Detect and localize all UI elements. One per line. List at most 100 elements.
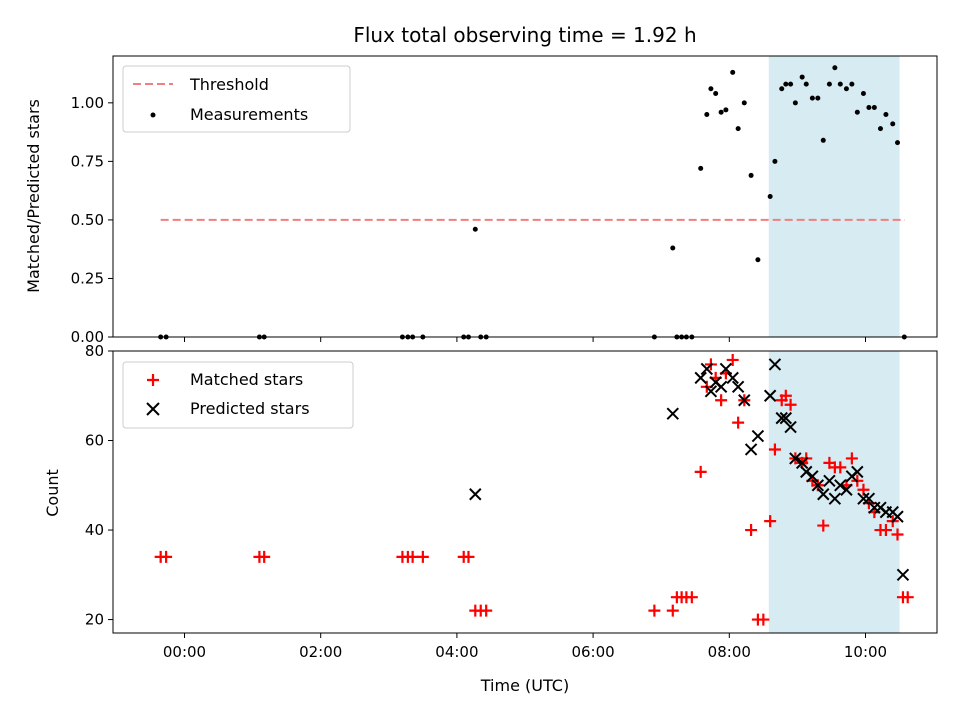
measurement-point — [748, 172, 754, 178]
predicted-star-point — [744, 443, 758, 456]
predicted-star-point — [823, 474, 836, 488]
measurement-point — [704, 112, 710, 118]
predicted-star-point — [857, 492, 870, 505]
matched-star-point — [834, 461, 847, 474]
x-tick-label: 02:00 — [299, 643, 342, 661]
measurement-point — [860, 90, 866, 96]
measurement-point — [472, 226, 478, 232]
matched-star-point — [768, 443, 781, 456]
predicted-star-point — [719, 362, 733, 376]
predicted-star-point — [714, 380, 728, 394]
measurement-point — [883, 112, 889, 118]
measurement-point — [755, 257, 761, 263]
matched-star-point — [817, 519, 830, 532]
bottom-y-tick-label: 60 — [85, 432, 104, 450]
measurement-point — [741, 100, 747, 106]
matched-star-point — [845, 452, 858, 465]
measurement-point — [809, 95, 815, 101]
legend-predicted-swatch — [146, 402, 160, 416]
predicted-star-point — [666, 407, 679, 420]
measurement-point — [713, 90, 719, 96]
x-tick-label: 04:00 — [435, 643, 478, 661]
predicted-star-point — [738, 394, 751, 407]
legend-matched-label: Matched stars — [190, 370, 303, 389]
measurement-point — [803, 81, 809, 87]
top-y-tick-label: 0.75 — [71, 152, 104, 170]
matched-star-point — [732, 416, 745, 429]
matched-star-point — [726, 353, 739, 366]
matched-star-point — [901, 591, 914, 604]
legend-measurements-swatch — [150, 112, 156, 118]
predicted-star-point — [784, 420, 797, 434]
measurement-point — [723, 107, 729, 113]
measurement-point — [792, 100, 798, 106]
matched-star-point — [784, 398, 797, 411]
measurement-point — [890, 121, 896, 127]
matched-star-point — [258, 550, 271, 563]
matched-star-point — [480, 604, 493, 617]
measurement-point — [826, 81, 832, 87]
measurement-point — [788, 81, 794, 87]
predicted-star-point — [731, 380, 745, 394]
matched-star-point — [757, 613, 770, 626]
observing-window-span-bottom — [768, 351, 900, 633]
matched-star-point — [462, 550, 475, 563]
predicted-star-point — [834, 479, 847, 492]
measurement-point — [670, 245, 676, 251]
measurement-point — [708, 86, 714, 92]
matched-star-point — [879, 524, 892, 537]
measurement-point — [767, 194, 773, 199]
predicted-star-point — [828, 492, 842, 505]
predicted-star-point — [817, 488, 830, 501]
predicted-star-point — [469, 488, 482, 501]
x-tick-label: 08:00 — [708, 643, 751, 661]
measurement-point — [895, 140, 901, 146]
predicted-star-point — [779, 411, 793, 425]
measurement-point — [832, 65, 838, 71]
matched-star-point — [715, 394, 728, 407]
predicted-star-point — [795, 456, 809, 470]
top-legend-box — [122, 65, 351, 133]
measurement-point — [877, 126, 883, 132]
measurement-point — [772, 158, 778, 164]
legend-matched-swatch — [147, 374, 159, 386]
top-y-axis-label: Matched/Predicted stars — [24, 99, 43, 293]
bottom-axes-frame — [112, 350, 938, 634]
matched-star-point — [685, 591, 698, 604]
legend-threshold-label: Threshold — [189, 75, 269, 94]
measurement-point — [820, 137, 826, 143]
predicted-star-point — [891, 510, 904, 523]
top-legend: Threshold Measurements — [122, 65, 351, 133]
matched-star-point — [406, 550, 419, 563]
predicted-star-point — [763, 389, 777, 402]
matched-star-point — [160, 550, 173, 563]
matched-star-point — [891, 528, 904, 541]
legend-predicted-label: Predicted stars — [190, 399, 310, 418]
legend-measurements-label: Measurements — [190, 105, 308, 124]
bottom-legend: Matched stars Predicted stars — [122, 361, 354, 429]
x-tick-label: 10:00 — [844, 643, 887, 661]
matched-star-point — [694, 465, 707, 478]
predicted-star-point — [700, 362, 714, 376]
measurement-point — [779, 86, 785, 92]
top-y-tick-label: 0.00 — [71, 328, 104, 346]
x-tick-label: 00:00 — [163, 643, 206, 661]
predicted-star-point — [694, 371, 707, 385]
chart-title: Flux total observing time = 1.92 h — [353, 23, 696, 47]
top-axes-frame — [112, 55, 938, 338]
measurement-point — [730, 69, 736, 75]
measurement-point — [837, 81, 843, 87]
predicted-star-point — [726, 371, 739, 385]
top-y-tick-label: 0.25 — [71, 269, 104, 287]
top-panel: 0.00 0.25 0.50 0.75 1.00 Matched/Predicted s… — [24, 55, 938, 346]
top-y-tick-label: 0.50 — [71, 211, 104, 229]
predicted-star-point — [768, 358, 782, 371]
measurement-point — [866, 105, 872, 111]
bottom-y-tick-label: 40 — [85, 521, 104, 539]
measurement-point — [735, 126, 741, 132]
bottom-legend-box — [122, 361, 354, 429]
bottom-y-tick-label: 80 — [85, 342, 104, 360]
predicted-star-point — [704, 385, 718, 398]
predicted-star-point — [800, 465, 813, 479]
